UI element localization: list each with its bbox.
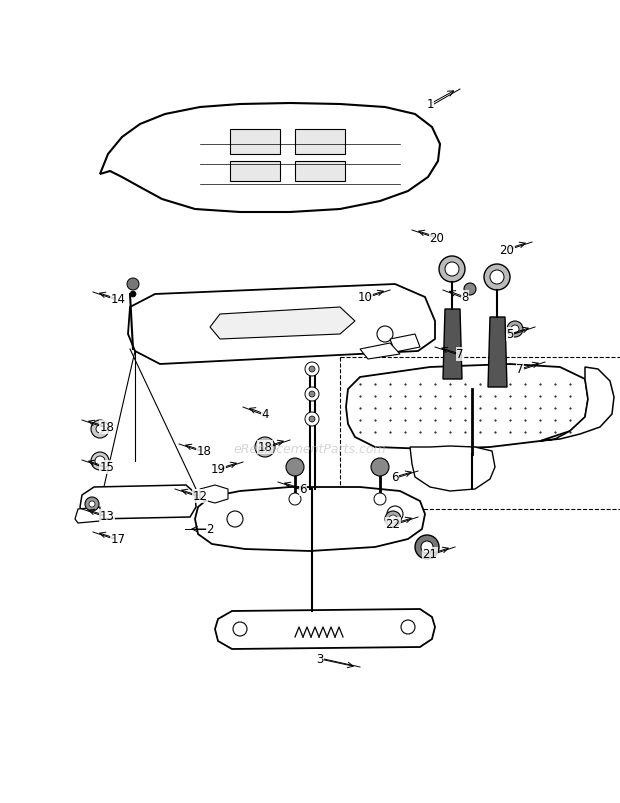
Circle shape	[91, 452, 109, 471]
Polygon shape	[100, 104, 440, 213]
Circle shape	[305, 362, 319, 377]
Polygon shape	[443, 310, 462, 380]
Circle shape	[127, 279, 139, 291]
Text: 4: 4	[261, 408, 268, 421]
Polygon shape	[215, 609, 435, 649]
Circle shape	[227, 512, 243, 528]
Circle shape	[305, 413, 319, 426]
Text: 18: 18	[100, 421, 115, 434]
Circle shape	[305, 388, 319, 402]
Text: 5: 5	[507, 328, 514, 341]
Polygon shape	[346, 365, 588, 450]
Polygon shape	[295, 130, 345, 155]
Polygon shape	[540, 368, 614, 442]
Text: 12: 12	[192, 490, 208, 503]
Text: 15: 15	[100, 461, 115, 474]
Circle shape	[289, 493, 301, 505]
Polygon shape	[295, 161, 345, 181]
Circle shape	[387, 507, 403, 522]
Text: 10: 10	[358, 291, 373, 304]
Circle shape	[91, 421, 109, 438]
Circle shape	[309, 417, 315, 422]
Text: 3: 3	[316, 653, 324, 666]
Text: 18: 18	[197, 445, 211, 458]
Text: 2: 2	[206, 523, 214, 536]
Circle shape	[89, 501, 95, 507]
Circle shape	[96, 426, 104, 434]
Polygon shape	[80, 485, 196, 520]
Circle shape	[389, 516, 397, 524]
Circle shape	[490, 271, 504, 284]
Text: 22: 22	[386, 518, 401, 531]
Text: 20: 20	[500, 243, 515, 256]
Circle shape	[377, 327, 393, 343]
Circle shape	[401, 620, 415, 634]
Circle shape	[484, 265, 510, 291]
Text: 17: 17	[110, 533, 125, 546]
Polygon shape	[488, 318, 507, 388]
Circle shape	[415, 536, 439, 560]
Polygon shape	[210, 308, 355, 340]
Polygon shape	[128, 284, 435, 365]
Text: 21: 21	[422, 548, 438, 560]
Circle shape	[255, 438, 275, 458]
Text: 20: 20	[430, 231, 445, 244]
Circle shape	[464, 283, 476, 296]
Text: 7: 7	[516, 363, 524, 376]
Text: 14: 14	[110, 293, 125, 306]
Polygon shape	[230, 130, 280, 155]
Circle shape	[374, 493, 386, 505]
Circle shape	[439, 257, 465, 283]
Polygon shape	[360, 344, 400, 360]
Text: 18: 18	[257, 441, 272, 454]
Text: 6: 6	[391, 471, 399, 484]
Text: 19: 19	[211, 463, 226, 476]
Text: 1: 1	[427, 99, 434, 112]
Text: eReplacementParts.com: eReplacementParts.com	[234, 443, 386, 456]
Circle shape	[95, 456, 105, 467]
Circle shape	[286, 459, 304, 476]
Circle shape	[85, 497, 99, 512]
Circle shape	[233, 622, 247, 636]
Text: 6: 6	[299, 483, 307, 496]
Circle shape	[507, 321, 523, 337]
Polygon shape	[410, 446, 495, 491]
Polygon shape	[230, 161, 280, 181]
Circle shape	[385, 512, 401, 528]
Text: 13: 13	[100, 510, 115, 523]
Text: 7: 7	[456, 348, 464, 361]
Circle shape	[130, 291, 136, 298]
Circle shape	[309, 366, 315, 373]
Circle shape	[445, 263, 459, 277]
Text: 8: 8	[461, 291, 469, 304]
Circle shape	[421, 541, 433, 553]
Polygon shape	[195, 487, 425, 552]
Polygon shape	[200, 485, 228, 503]
Polygon shape	[75, 507, 100, 524]
Circle shape	[511, 325, 519, 333]
Circle shape	[371, 459, 389, 476]
Circle shape	[309, 392, 315, 397]
Polygon shape	[390, 335, 420, 353]
